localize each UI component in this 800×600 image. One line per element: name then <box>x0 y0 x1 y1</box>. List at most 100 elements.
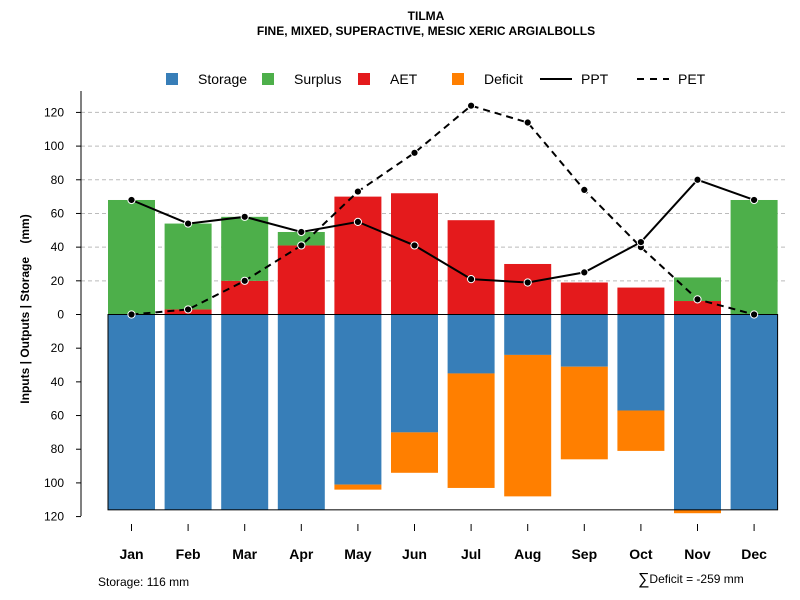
y-tick-label: 100 <box>44 139 64 153</box>
bar-deficit-jun <box>391 432 438 473</box>
bar-storage-sep <box>560 314 608 367</box>
bar-aet-nov <box>674 301 721 315</box>
pet-point-apr <box>297 241 306 250</box>
pet-point-feb <box>184 305 193 314</box>
bar-storage-dec <box>730 314 778 510</box>
pet-point-mar <box>240 276 249 285</box>
bar-aet-oct <box>617 287 665 315</box>
pet-point-sep <box>580 185 589 194</box>
bar-storage-jun <box>391 314 438 433</box>
deficit-note: ∑Deficit = -259 mm <box>638 571 744 589</box>
x-tick-label-mar: Mar <box>232 546 257 562</box>
pet-point-dec <box>750 310 759 319</box>
y-tick-label: 60 <box>51 206 65 220</box>
y-tick-label: 0 <box>57 308 64 322</box>
ppt-point-jun <box>410 241 419 250</box>
ppt-point-feb <box>184 219 193 228</box>
bar-surplus-nov <box>674 277 721 302</box>
chart-title: TILMA <box>407 9 445 23</box>
ppt-point-mar <box>240 212 249 221</box>
bar-deficit-may <box>334 484 382 490</box>
y-tick-label: 80 <box>51 173 65 187</box>
x-tick-label-jun: Jun <box>402 546 427 562</box>
legend-label-aet: AET <box>390 71 418 87</box>
pet-line <box>131 104 755 316</box>
y-tick-label: 120 <box>44 105 64 119</box>
bar-storage-oct <box>617 314 665 411</box>
ppt-point-dec <box>750 195 759 205</box>
y-axis-label: Inputs | Outputs | Storage (mm) <box>18 214 32 404</box>
bar-storage-may <box>334 314 382 485</box>
bar-storage-apr <box>277 314 325 510</box>
x-tick-label-jul: Jul <box>461 546 481 562</box>
bar-surplus-apr <box>277 231 325 246</box>
legend-label-ppt: PPT <box>581 71 609 87</box>
ppt-point-oct <box>636 237 646 247</box>
legend-swatch-deficit <box>452 73 464 85</box>
pet-point-jun <box>410 148 419 157</box>
bar-deficit-oct <box>617 410 665 451</box>
pet-point-may <box>353 187 362 196</box>
x-tick-label-nov: Nov <box>684 546 711 562</box>
bar-deficit-jul <box>447 373 495 488</box>
x-tick-label-apr: Apr <box>289 546 314 562</box>
x-tick-label-sep: Sep <box>571 546 597 562</box>
bar-storage-nov <box>674 314 721 510</box>
storage-note: Storage: 116 mm <box>98 575 190 589</box>
bar-storage-feb <box>164 314 212 510</box>
bar-storage-aug <box>504 314 552 355</box>
deficit-text: Deficit = -259 mm <box>649 572 744 586</box>
legend-label-deficit: Deficit <box>484 71 523 87</box>
legend-label-storage: Storage <box>198 71 247 87</box>
y-tick-label: 120 <box>44 510 64 524</box>
ppt-point-sep <box>580 268 589 277</box>
x-tick-label-may: May <box>344 546 371 562</box>
y-tick-label: 60 <box>51 409 65 423</box>
ppt-line <box>131 178 755 284</box>
bar-surplus-feb <box>164 223 212 310</box>
pet-point-nov <box>693 295 702 304</box>
bar-aet-jun <box>391 193 438 315</box>
bar-surplus-dec <box>730 199 778 315</box>
y-tick-label: 40 <box>51 375 65 389</box>
bar-aet-apr <box>277 245 325 315</box>
sum-symbol: ∑ <box>638 571 650 588</box>
x-tick-label-feb: Feb <box>176 546 201 562</box>
bar-deficit-sep <box>560 366 608 460</box>
bar-storage-mar <box>221 314 269 510</box>
x-tick-label-aug: Aug <box>514 546 541 562</box>
bar-aet-may <box>334 196 382 315</box>
bar-deficit-nov <box>674 509 721 514</box>
ppt-point-nov <box>693 175 702 184</box>
bar-storage-jan <box>108 314 155 510</box>
bar-aet-aug <box>504 263 552 315</box>
y-tick-label: 80 <box>51 442 65 456</box>
x-tick-label-oct: Oct <box>629 546 653 562</box>
bar-aet-sep <box>560 282 608 315</box>
legend-swatch-storage <box>166 73 178 85</box>
bar-surplus-jan <box>108 199 155 315</box>
chart-subtitle: FINE, MIXED, SUPERACTIVE, MESIC XERIC AR… <box>256 24 596 38</box>
ppt-point-jul <box>467 275 476 284</box>
bar-deficit-aug <box>504 354 552 497</box>
bar-aet-jul <box>447 220 495 315</box>
legend-label-surplus: Surplus <box>294 71 341 87</box>
ppt-point-apr <box>297 227 306 237</box>
pet-point-aug <box>523 118 532 127</box>
ppt-point-may <box>353 217 362 226</box>
ppt-point-aug <box>523 278 532 287</box>
ppt-point-jan <box>127 195 136 205</box>
legend-swatch-aet <box>358 73 370 85</box>
bar-aet-mar <box>221 280 269 315</box>
y-tick-label: 100 <box>44 476 64 490</box>
bar-surplus-mar <box>221 216 269 281</box>
bar-storage-jul <box>447 314 495 374</box>
y-tick-label: 20 <box>51 341 65 355</box>
legend-label-pet: PET <box>678 71 706 87</box>
x-tick-label-jan: Jan <box>119 546 143 562</box>
y-tick-label: 20 <box>51 274 65 288</box>
x-tick-label-dec: Dec <box>741 546 767 562</box>
pet-point-jul <box>467 101 476 110</box>
y-tick-label: 40 <box>51 240 65 254</box>
